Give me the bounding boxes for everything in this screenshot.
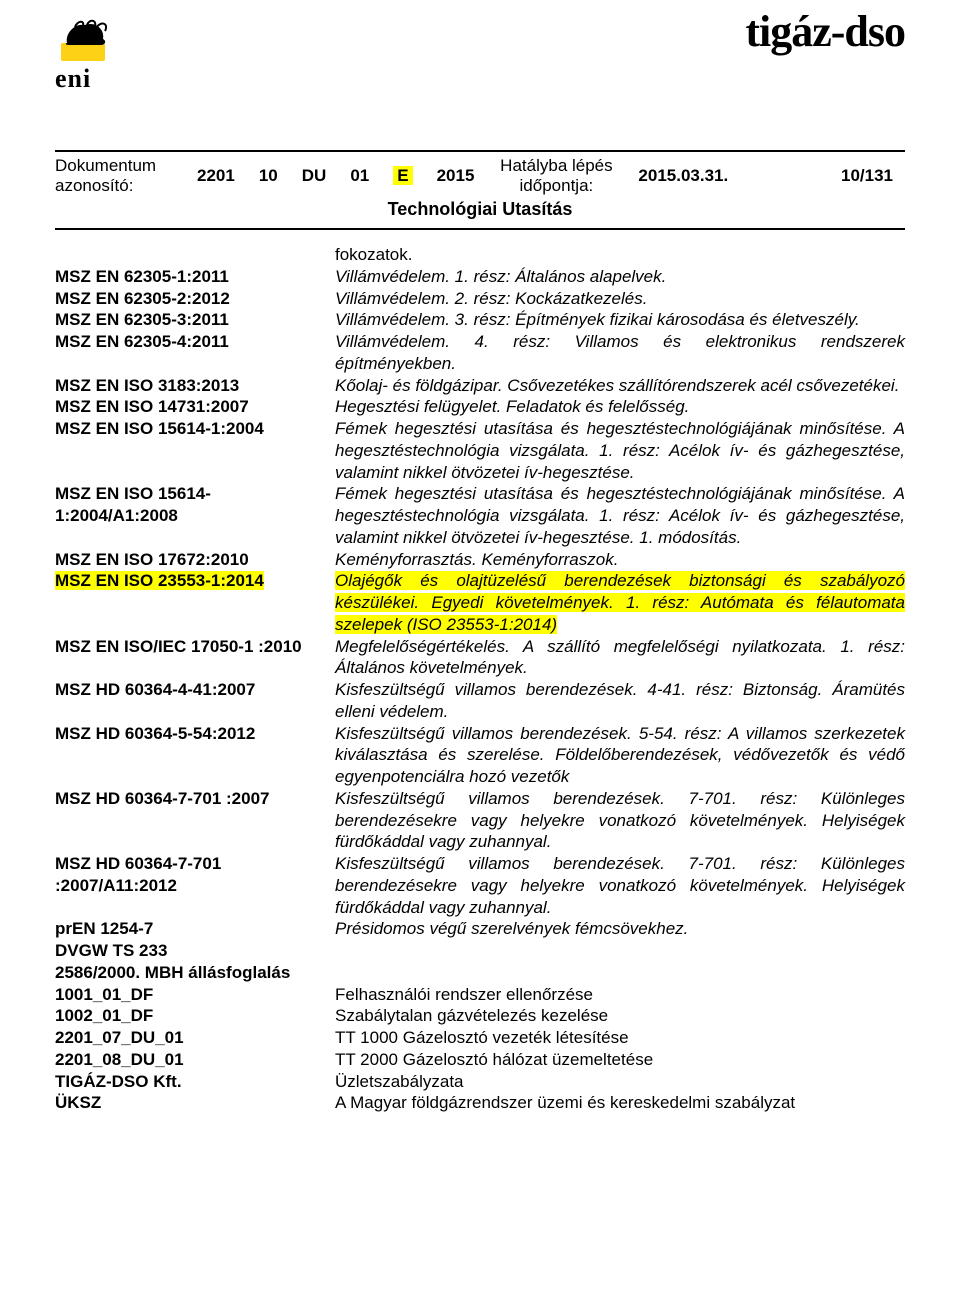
table-row: MSZ EN ISO 23553-1:2014Olajégők és olajt…	[55, 570, 905, 635]
standard-title: Fémek hegesztési utasítása és hegesztést…	[335, 418, 905, 483]
header: eni tigáz-dso	[55, 20, 905, 150]
table-row: MSZ EN 62305-2:2012Villámvédelem. 2. rés…	[55, 288, 905, 310]
table-row: MSZ HD 60364-4-41:2007Kisfeszültségű vil…	[55, 679, 905, 723]
standard-code: MSZ HD 60364-7-701 :2007/A11:2012	[55, 853, 335, 918]
standard-title: Hegesztési felügyelet. Feladatok és fele…	[335, 396, 905, 418]
standard-code: DVGW TS 233	[55, 940, 335, 962]
table-row: MSZ EN ISO 3183:2013Kőolaj- és földgázip…	[55, 375, 905, 397]
table-row: MSZ EN ISO 15614-1:2004Fémek hegesztési …	[55, 418, 905, 483]
standard-code: 2586/2000. MBH állásfoglalás	[55, 962, 335, 984]
standard-code: TIGÁZ-DSO Kft.	[55, 1071, 335, 1093]
table-row: fokozatok.	[55, 244, 905, 266]
standard-code	[55, 244, 335, 266]
effective-date-label: Hatályba lépés időpontja:	[486, 156, 626, 195]
standard-title: Présidomos végű szerelvények fémcsövekhe…	[335, 918, 905, 940]
table-row: MSZ EN ISO/IEC 17050-1 :2010Megfelelőség…	[55, 636, 905, 680]
standard-code: MSZ HD 60364-7-701 :2007	[55, 788, 335, 853]
table-row: 1002_01_DFSzabálytalan gázvételezés keze…	[55, 1005, 905, 1027]
standard-title: Villámvédelem. 4. rész: Villamos és elek…	[335, 331, 905, 375]
standard-title: Keményforrasztás. Keményforraszok.	[335, 549, 905, 571]
standard-code: MSZ EN ISO 15614-1:2004/A1:2008	[55, 483, 335, 548]
table-row: 2201_07_DU_01TT 1000 Gázelosztó vezeték …	[55, 1027, 905, 1049]
table-row: MSZ HD 60364-7-701 :2007Kisfeszültségű v…	[55, 788, 905, 853]
table-row: 2586/2000. MBH állásfoglalás	[55, 962, 905, 984]
standard-title: Fémek hegesztési utasítása és hegesztést…	[335, 483, 905, 548]
table-row: MSZ EN ISO 15614-1:2004/A1:2008Fémek heg…	[55, 483, 905, 548]
table-row: MSZ HD 60364-7-701 :2007/A11:2012Kisfesz…	[55, 853, 905, 918]
docid-c5: E	[381, 166, 424, 186]
table-row: ÜKSZA Magyar földgázrendszer üzemi és ke…	[55, 1092, 905, 1114]
standard-code: MSZ EN 62305-1:2011	[55, 266, 335, 288]
docid-label: Dokumentum azonosító:	[55, 156, 185, 195]
effective-date: 2015.03.31.	[626, 166, 740, 186]
standard-title: Olajégők és olajtüzelésű berendezések bi…	[335, 570, 905, 635]
standard-title	[335, 940, 905, 962]
table-row: prEN 1254-7Présidomos végű szerelvények …	[55, 918, 905, 940]
table-row: 1001_01_DFFelhasználói rendszer ellenőrz…	[55, 984, 905, 1006]
table-row: MSZ HD 60364-5-54:2012Kisfeszültségű vil…	[55, 723, 905, 788]
table-row: MSZ EN ISO 14731:2007Hegesztési felügyel…	[55, 396, 905, 418]
standard-code: MSZ EN 62305-4:2011	[55, 331, 335, 375]
table-row: MSZ EN ISO 17672:2010Keményforrasztás. K…	[55, 549, 905, 571]
standard-code: MSZ HD 60364-4-41:2007	[55, 679, 335, 723]
standard-title: Kisfeszültségű villamos berendezések. 4-…	[335, 679, 905, 723]
standard-title	[335, 962, 905, 984]
standard-code: MSZ EN ISO 23553-1:2014	[55, 570, 335, 635]
docid-c2: 10	[247, 166, 290, 186]
page-number: 10/131	[821, 166, 905, 186]
table-row: MSZ EN 62305-1:2011Villámvédelem. 1. rés…	[55, 266, 905, 288]
table-row: TIGÁZ-DSO Kft.Üzletszabályzata	[55, 1071, 905, 1093]
standard-code: MSZ EN 62305-2:2012	[55, 288, 335, 310]
docid-c1: 2201	[185, 166, 247, 186]
standard-title: TT 2000 Gázelosztó hálózat üzemeltetése	[335, 1049, 905, 1071]
standard-code: ÜKSZ	[55, 1092, 335, 1114]
eni-dog-icon	[55, 15, 115, 63]
standard-title: TT 1000 Gázelosztó vezeték létesítése	[335, 1027, 905, 1049]
standard-code: 1001_01_DF	[55, 984, 335, 1006]
eni-logo: eni	[55, 15, 130, 94]
standards-table: fokozatok.MSZ EN 62305-1:2011Villámvédel…	[55, 244, 905, 1114]
standard-title: Üzletszabályzata	[335, 1071, 905, 1093]
standard-code: 2201_08_DU_01	[55, 1049, 335, 1071]
docid-c3: DU	[290, 166, 339, 186]
docid-c6: 2015	[425, 166, 487, 186]
standard-code: MSZ EN ISO/IEC 17050-1 :2010	[55, 636, 335, 680]
standard-code: MSZ HD 60364-5-54:2012	[55, 723, 335, 788]
standard-title: Villámvédelem. 2. rész: Kockázatkezelés.	[335, 288, 905, 310]
standard-title: Kőolaj- és földgázipar. Csővezetékes szá…	[335, 375, 905, 397]
standard-code: MSZ EN ISO 14731:2007	[55, 396, 335, 418]
standard-title: Kisfeszültségű villamos berendezések. 7-…	[335, 853, 905, 918]
standard-title: Villámvédelem. 1. rész: Általános alapel…	[335, 266, 905, 288]
eni-text: eni	[55, 64, 130, 94]
standard-code: MSZ EN 62305-3:2011	[55, 309, 335, 331]
standard-code: MSZ EN ISO 15614-1:2004	[55, 418, 335, 483]
standard-title: Kisfeszültségű villamos berendezések. 7-…	[335, 788, 905, 853]
standard-code: MSZ EN ISO 3183:2013	[55, 375, 335, 397]
table-row: MSZ EN 62305-3:2011Villámvédelem. 3. rés…	[55, 309, 905, 331]
standard-code: prEN 1254-7	[55, 918, 335, 940]
standard-title: Kisfeszültségű villamos berendezések. 5-…	[335, 723, 905, 788]
standard-code: 1002_01_DF	[55, 1005, 335, 1027]
standard-code: 2201_07_DU_01	[55, 1027, 335, 1049]
doc-subtitle: Technológiai Utasítás	[55, 195, 905, 222]
table-row: 2201_08_DU_01TT 2000 Gázelosztó hálózat …	[55, 1049, 905, 1071]
table-row: DVGW TS 233	[55, 940, 905, 962]
standard-title: Villámvédelem. 3. rész: Építmények fizik…	[335, 309, 905, 331]
standard-title: A Magyar földgázrendszer üzemi és keresk…	[335, 1092, 905, 1114]
standard-title: Szabálytalan gázvételezés kezelése	[335, 1005, 905, 1027]
tigaz-dso-logo: tigáz-dso	[745, 10, 905, 54]
standard-title: Felhasználói rendszer ellenőrzése	[335, 984, 905, 1006]
standard-code: MSZ EN ISO 17672:2010	[55, 549, 335, 571]
document-id-bar: Dokumentum azonosító: 2201 10 DU 01 E 20…	[55, 150, 905, 230]
standard-title: Megfelelőségértékelés. A szállító megfel…	[335, 636, 905, 680]
docid-c4: 01	[338, 166, 381, 186]
standard-title: fokozatok.	[335, 244, 905, 266]
table-row: MSZ EN 62305-4:2011Villámvédelem. 4. rés…	[55, 331, 905, 375]
